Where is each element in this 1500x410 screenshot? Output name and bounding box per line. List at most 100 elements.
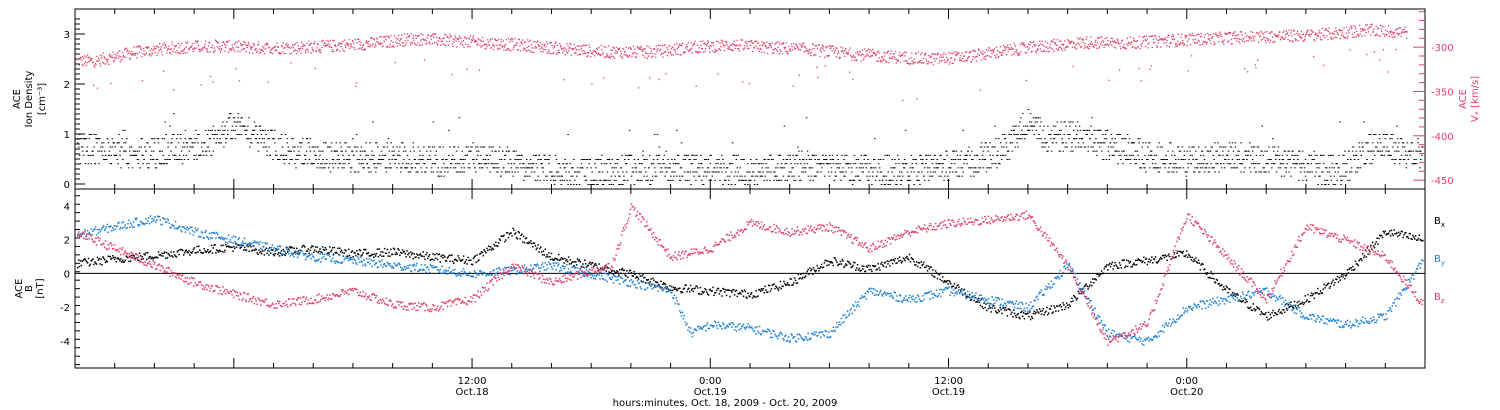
velocity-tick-label: -350 — [1431, 87, 1454, 98]
density-point — [879, 171, 882, 173]
velocity-point — [996, 54, 998, 56]
density-point — [669, 163, 671, 165]
density-point — [301, 163, 303, 165]
velocity-point — [446, 40, 448, 43]
velocity-point — [736, 39, 738, 42]
velocity-point — [583, 50, 585, 52]
density-point — [1161, 159, 1164, 160]
velocity-point — [1117, 42, 1120, 44]
density-point — [614, 175, 616, 177]
velocity-point — [1177, 40, 1179, 43]
density-point — [887, 184, 889, 185]
velocity-point — [1110, 37, 1112, 39]
velocity-point — [454, 35, 456, 37]
velocity-point — [1040, 50, 1043, 52]
density-point — [932, 159, 935, 160]
density-point — [292, 146, 294, 148]
density-point — [195, 129, 197, 131]
density-point — [650, 163, 653, 165]
velocity-point — [827, 45, 829, 48]
velocity-point — [1019, 54, 1021, 56]
velocity-point — [1314, 40, 1316, 42]
velocity-point — [1311, 30, 1313, 32]
velocity-point — [1387, 71, 1389, 73]
density-point — [1091, 117, 1093, 119]
density-point — [1087, 150, 1089, 152]
velocity-point — [377, 41, 379, 43]
density-point — [1056, 134, 1059, 135]
velocity-point — [1029, 41, 1032, 43]
velocity-point — [651, 56, 653, 58]
density-point — [555, 171, 558, 173]
velocity-point — [1139, 43, 1142, 46]
velocity-point — [156, 54, 158, 57]
density-point — [328, 146, 331, 148]
velocity-point — [296, 42, 298, 44]
velocity-point — [1256, 59, 1259, 61]
velocity-point — [403, 45, 405, 47]
density-point — [922, 159, 924, 160]
velocity-point — [254, 49, 256, 51]
velocity-point — [616, 51, 619, 53]
velocity-point — [484, 44, 487, 46]
velocity-point — [472, 35, 475, 37]
velocity-point — [753, 46, 755, 48]
density-point — [616, 159, 618, 160]
velocity-point — [1023, 42, 1025, 44]
velocity-point — [974, 50, 977, 53]
density-point — [553, 184, 556, 185]
density-point — [241, 117, 243, 119]
density-point — [362, 167, 365, 169]
velocity-point — [1044, 50, 1046, 52]
density-point — [873, 167, 875, 169]
velocity-point — [1132, 37, 1135, 39]
velocity-point — [375, 37, 378, 39]
velocity-point — [551, 45, 553, 47]
density-point — [1058, 129, 1061, 131]
density-point — [262, 129, 265, 131]
velocity-point — [280, 53, 282, 55]
velocity-point — [420, 40, 422, 42]
velocity-point — [96, 55, 98, 58]
velocity-point — [1147, 43, 1149, 45]
density-point — [746, 171, 748, 173]
velocity-point — [234, 42, 237, 44]
density-point — [236, 121, 239, 123]
density-point — [211, 134, 214, 135]
density-point — [223, 134, 225, 135]
density-point — [840, 171, 842, 173]
velocity-point — [890, 50, 892, 52]
velocity-point — [1124, 47, 1126, 49]
velocity-point — [1261, 38, 1264, 40]
velocity-point — [1258, 32, 1260, 34]
velocity-point — [502, 40, 504, 42]
velocity-point — [1089, 42, 1091, 45]
density-point — [827, 171, 830, 173]
density-point — [1068, 121, 1070, 123]
velocity-point — [94, 63, 97, 65]
velocity-point — [243, 48, 246, 50]
density-point — [171, 138, 173, 140]
velocity-point — [881, 57, 884, 59]
velocity-point — [886, 52, 889, 54]
density-point — [983, 146, 986, 148]
velocity-point — [480, 46, 482, 48]
velocity-point — [1375, 25, 1377, 28]
density-point — [1189, 154, 1191, 156]
density-point — [275, 150, 277, 152]
density-point — [583, 159, 586, 160]
density-point — [553, 175, 556, 177]
density-point — [91, 154, 93, 156]
velocity-point — [1368, 26, 1371, 29]
density-point — [948, 167, 950, 169]
velocity-point — [738, 50, 741, 52]
density-point — [799, 163, 802, 165]
velocity-point — [338, 42, 340, 44]
density-point — [199, 154, 201, 156]
velocity-point — [863, 48, 866, 50]
density-point — [545, 159, 547, 160]
density-point — [489, 154, 491, 156]
density-point — [1111, 154, 1114, 156]
velocity-point — [218, 47, 220, 50]
density-point — [854, 175, 857, 177]
